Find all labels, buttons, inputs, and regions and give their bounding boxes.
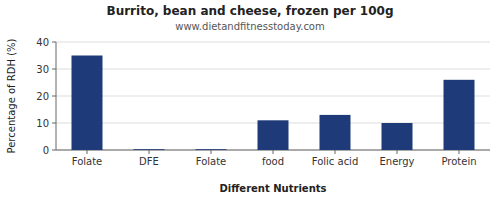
y-tick [52,69,56,70]
y-tick-label: 40 [36,37,49,48]
x-tick [273,150,274,154]
grid-line [56,96,490,97]
x-tick [335,150,336,154]
chart-container: Burrito, bean and cheese, frozen per 100… [0,0,500,200]
y-tick [52,42,56,43]
axes: 0 10 20 30 40 Folate DFE Folate food Folic acid En… [36,37,490,168]
x-tick-label: DFE [139,156,159,167]
y-tick-label: 20 [36,91,49,102]
x-tick [211,150,212,154]
y-tick-label: 30 [36,64,49,75]
grid [56,42,490,150]
x-axis-label: Different Nutrients [220,183,327,194]
x-tick-label: Protein [441,156,476,167]
bar [72,56,103,151]
grid-line [56,69,490,70]
x-tick-label: Folate [196,156,227,167]
bar [134,149,165,150]
chart-svg: Burrito, bean and cheese, frozen per 100… [0,0,500,200]
y-tick [52,123,56,124]
x-tick-label: Energy [379,156,414,167]
grid-line [56,42,490,43]
y-axis-label: Percentage of RDH (%) [6,38,17,153]
bar [258,120,289,150]
y-tick-label: 0 [43,145,49,156]
x-tick-label: Folic acid [312,156,359,167]
x-tick [149,150,150,154]
x-tick [87,150,88,154]
title: Burrito, bean and cheese, frozen per 100… [107,4,394,18]
y-axis-line [56,42,57,150]
y-tick-label: 10 [36,118,49,129]
bars [72,56,475,151]
bar [444,80,475,150]
y-tick [52,96,56,97]
bar [320,115,351,150]
x-tick [459,150,460,154]
x-tick-label: Folate [72,156,103,167]
x-tick-label: food [262,156,284,167]
bar [382,123,413,150]
subtitle: www.dietandfitnesstoday.com [175,21,324,32]
x-tick [397,150,398,154]
y-tick [52,150,56,151]
bar [196,149,227,150]
